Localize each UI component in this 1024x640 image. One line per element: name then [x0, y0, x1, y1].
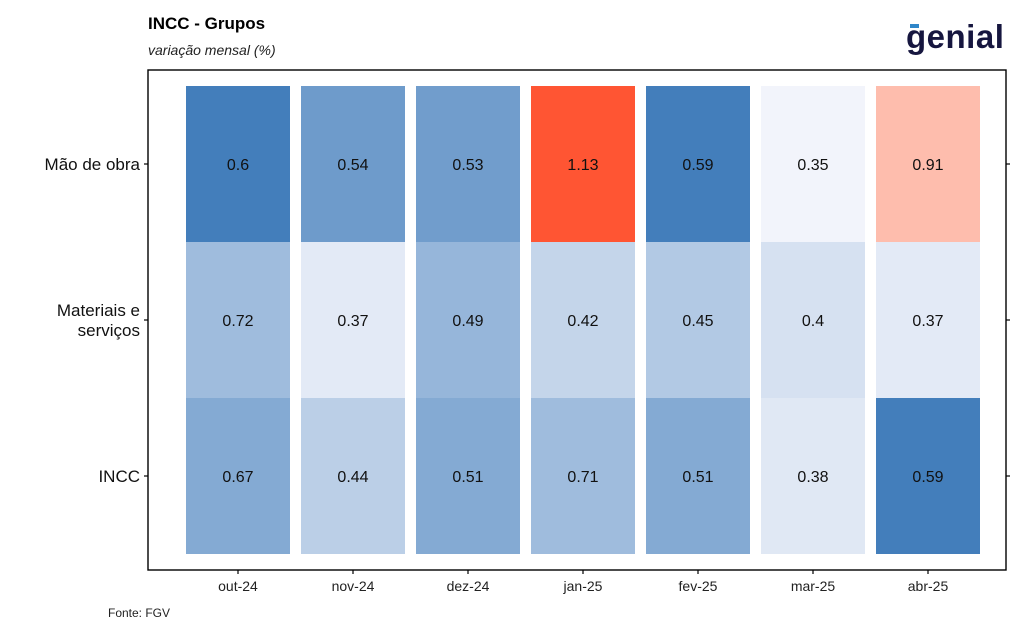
heatmap-cell: [646, 86, 750, 242]
heatmap-cell: [876, 242, 980, 398]
cell-value-label: 0.37: [912, 313, 943, 330]
x-tick-label: dez-24: [447, 578, 490, 594]
cell-value-label: 0.42: [567, 313, 598, 330]
genial-logo: genial: [906, 18, 1005, 55]
cell-value-label: 0.53: [452, 157, 483, 174]
heatmap-cell: [531, 398, 635, 554]
cell-value-label: 0.35: [797, 157, 828, 174]
heatmap-cell: [416, 242, 520, 398]
cell-value-label: 0.72: [222, 313, 253, 330]
cell-value-label: 0.51: [452, 469, 483, 486]
cell-value-label: 0.6: [227, 157, 249, 174]
heatmap-cell: [761, 242, 865, 398]
chart-title: INCC - Grupos: [148, 14, 266, 33]
heatmap-cell: [876, 86, 980, 242]
y-tick-label: Mão de obra: [45, 155, 141, 174]
x-tick-label: out-24: [218, 578, 258, 594]
heatmap-cell: [416, 398, 520, 554]
heatmap-cell: [301, 86, 405, 242]
heatmap-cell: [301, 242, 405, 398]
chart-subtitle: variação mensal (%): [148, 42, 276, 58]
heatmap-cell: [876, 398, 980, 554]
x-tick-label: mar-25: [791, 578, 836, 594]
heatmap-cell: [531, 242, 635, 398]
heatmap-cell: [646, 398, 750, 554]
source-note: Fonte: FGV: [108, 606, 171, 620]
heatmap-cell: [646, 242, 750, 398]
cell-value-label: 0.59: [682, 157, 713, 174]
cell-value-label: 0.59: [912, 469, 943, 486]
x-tick-label: fev-25: [679, 578, 718, 594]
cell-value-label: 0.54: [337, 157, 368, 174]
heatmap-cell: [531, 86, 635, 242]
x-tick-label: jan-25: [563, 578, 603, 594]
heatmap-cell: [761, 86, 865, 242]
y-tick-label: Materiais e serviços: [57, 301, 140, 340]
cell-value-label: 0.45: [682, 313, 713, 330]
cell-value-label: 0.91: [912, 157, 943, 174]
cell-value-label: 0.4: [802, 313, 824, 330]
x-tick-label: nov-24: [332, 578, 375, 594]
heatmap-cell: [416, 86, 520, 242]
logo-accent: [910, 24, 919, 28]
cell-value-label: 0.37: [337, 313, 368, 330]
cell-value-label: 0.51: [682, 469, 713, 486]
heatmap-cell: [186, 86, 290, 242]
x-tick-label: abr-25: [908, 578, 949, 594]
heatmap-cell: [186, 398, 290, 554]
cell-value-label: 0.67: [222, 469, 253, 486]
cell-value-label: 0.38: [797, 469, 828, 486]
heatmap-cell: [186, 242, 290, 398]
cell-value-label: 0.49: [452, 313, 483, 330]
y-tick-label: INCC: [98, 467, 140, 486]
heatmap-cell: [761, 398, 865, 554]
cell-value-label: 1.13: [567, 157, 598, 174]
cell-value-label: 0.71: [567, 469, 598, 486]
heatmap-cell: [301, 398, 405, 554]
cell-value-label: 0.44: [337, 469, 368, 486]
